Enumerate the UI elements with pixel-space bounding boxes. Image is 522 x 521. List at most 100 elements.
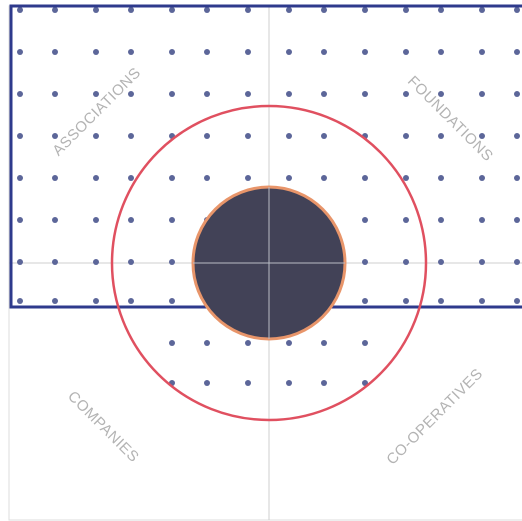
grid-dot bbox=[17, 49, 23, 55]
grid-dot bbox=[362, 259, 368, 265]
grid-dot bbox=[514, 259, 520, 265]
grid-dot bbox=[479, 175, 485, 181]
grid-dot bbox=[514, 49, 520, 55]
grid-dot bbox=[245, 380, 251, 386]
grid-dot bbox=[17, 133, 23, 139]
grid-dot bbox=[286, 340, 292, 346]
grid-dot bbox=[128, 259, 134, 265]
grid-dot bbox=[362, 49, 368, 55]
grid-dot bbox=[479, 91, 485, 97]
grid-dot bbox=[479, 259, 485, 265]
grid-dot bbox=[514, 7, 520, 13]
grid-dot bbox=[286, 133, 292, 139]
grid-dot bbox=[93, 298, 99, 304]
grid-dot bbox=[362, 7, 368, 13]
grid-dot bbox=[204, 7, 210, 13]
grid-dot bbox=[362, 217, 368, 223]
outer-ring bbox=[110, 104, 428, 422]
grid-dot bbox=[52, 298, 58, 304]
grid-dot bbox=[17, 7, 23, 13]
grid-dot bbox=[403, 91, 409, 97]
grid-dot bbox=[245, 7, 251, 13]
grid-dot bbox=[479, 49, 485, 55]
grid-dot bbox=[128, 49, 134, 55]
grid-dot bbox=[17, 298, 23, 304]
grid-dot bbox=[169, 7, 175, 13]
grid-dot bbox=[403, 133, 409, 139]
grid-dot bbox=[245, 91, 251, 97]
grid-dot bbox=[93, 91, 99, 97]
grid-dot bbox=[169, 217, 175, 223]
grid-dot bbox=[438, 175, 444, 181]
grid-dot bbox=[169, 49, 175, 55]
grid-dot bbox=[479, 133, 485, 139]
grid-dot bbox=[245, 175, 251, 181]
grid-dot bbox=[286, 175, 292, 181]
grid-dot bbox=[17, 91, 23, 97]
grid-dot bbox=[514, 298, 520, 304]
grid-dot bbox=[403, 298, 409, 304]
grid-dot bbox=[128, 91, 134, 97]
grid-dot bbox=[52, 259, 58, 265]
label-associations: ASSOCIATIONS bbox=[49, 64, 144, 159]
grid-dot bbox=[93, 7, 99, 13]
grid-dot bbox=[128, 7, 134, 13]
grid-dot bbox=[93, 259, 99, 265]
grid-dot bbox=[438, 217, 444, 223]
grid-dot bbox=[479, 217, 485, 223]
grid-dot bbox=[321, 175, 327, 181]
grid-dot bbox=[245, 133, 251, 139]
grid-dot bbox=[128, 133, 134, 139]
label-foundations: FOUNDATIONS bbox=[404, 73, 496, 165]
grid-dot bbox=[128, 217, 134, 223]
label-companies: COMPANIES bbox=[64, 388, 142, 466]
grid-dot bbox=[321, 380, 327, 386]
grid-dot bbox=[438, 133, 444, 139]
grid-dot bbox=[93, 175, 99, 181]
grid-dot bbox=[403, 7, 409, 13]
grid-dot bbox=[52, 175, 58, 181]
grid-dot bbox=[403, 217, 409, 223]
grid-dot bbox=[169, 259, 175, 265]
grid-dot bbox=[514, 91, 520, 97]
grid-dot bbox=[286, 91, 292, 97]
grid-dot bbox=[52, 217, 58, 223]
grid-dot bbox=[321, 91, 327, 97]
grid-dot bbox=[52, 49, 58, 55]
grid-dot bbox=[93, 217, 99, 223]
grid-dot bbox=[514, 217, 520, 223]
grid-dot bbox=[204, 340, 210, 346]
grid-dot bbox=[362, 91, 368, 97]
grid-dot bbox=[286, 7, 292, 13]
grid-dot bbox=[514, 133, 520, 139]
grid-dot bbox=[17, 259, 23, 265]
grid-dot bbox=[286, 49, 292, 55]
grid-dot bbox=[403, 49, 409, 55]
grid-dot bbox=[362, 175, 368, 181]
grid-dot bbox=[169, 298, 175, 304]
grid-dot bbox=[362, 340, 368, 346]
grid-dot bbox=[403, 175, 409, 181]
grid-dot bbox=[362, 298, 368, 304]
grid-dot bbox=[169, 175, 175, 181]
grid-dot bbox=[169, 91, 175, 97]
grid-dot bbox=[93, 133, 99, 139]
grid-dot bbox=[321, 340, 327, 346]
grid-dot bbox=[438, 259, 444, 265]
grid-dot bbox=[204, 133, 210, 139]
grid-dot bbox=[321, 7, 327, 13]
grid-dot bbox=[321, 49, 327, 55]
grid-dot bbox=[438, 91, 444, 97]
grid-dot bbox=[93, 49, 99, 55]
grid-dot bbox=[204, 49, 210, 55]
label-co-operatives: CO-OPERATIVES bbox=[383, 365, 486, 468]
grid-dot bbox=[169, 340, 175, 346]
grid-dot bbox=[321, 133, 327, 139]
grid-dot bbox=[204, 380, 210, 386]
grid-dot bbox=[438, 49, 444, 55]
grid-dot bbox=[438, 298, 444, 304]
grid-dot bbox=[479, 7, 485, 13]
grid-dot bbox=[438, 7, 444, 13]
grid-dot bbox=[479, 298, 485, 304]
